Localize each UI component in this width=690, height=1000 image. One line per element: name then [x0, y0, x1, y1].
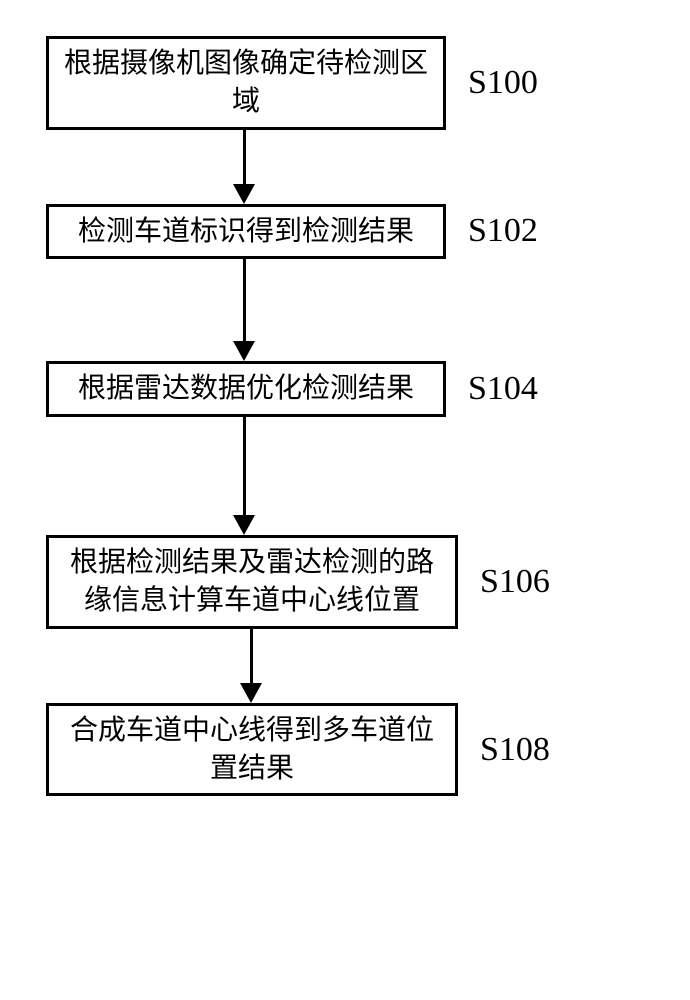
arrow-s106: [46, 629, 458, 703]
arrow-down-icon: [233, 259, 255, 361]
step-row-s106: 根据检测结果及雷达检测的路缘信息计算车道中心线位置 S106: [46, 535, 646, 629]
arrow-down-icon: [240, 629, 262, 703]
step-row-s108: 合成车道中心线得到多车道位置结果 S108: [46, 703, 646, 797]
step-box-s108: 合成车道中心线得到多车道位置结果: [46, 703, 458, 797]
flowchart: 根据摄像机图像确定待检测区域 S100 检测车道标识得到检测结果 S102 根据雷达数据…: [46, 36, 646, 796]
arrow-down-icon: [233, 417, 255, 535]
step-row-s102: 检测车道标识得到检测结果 S102: [46, 204, 646, 260]
step-box-s106: 根据检测结果及雷达检测的路缘信息计算车道中心线位置: [46, 535, 458, 629]
step-label-s104: S104: [468, 370, 538, 408]
arrow-s102: [46, 259, 446, 361]
step-box-s104: 根据雷达数据优化检测结果: [46, 361, 446, 417]
step-row-s100: 根据摄像机图像确定待检测区域 S100: [46, 36, 646, 130]
step-box-s100: 根据摄像机图像确定待检测区域: [46, 36, 446, 130]
step-label-s106: S106: [480, 563, 550, 601]
arrow-down-icon: [233, 130, 255, 204]
arrow-s100: [46, 130, 446, 204]
step-box-s102: 检测车道标识得到检测结果: [46, 204, 446, 260]
step-label-s100: S100: [468, 64, 538, 102]
step-label-s102: S102: [468, 212, 538, 250]
step-row-s104: 根据雷达数据优化检测结果 S104: [46, 361, 646, 417]
step-label-s108: S108: [480, 731, 550, 769]
arrow-s104: [46, 417, 446, 535]
